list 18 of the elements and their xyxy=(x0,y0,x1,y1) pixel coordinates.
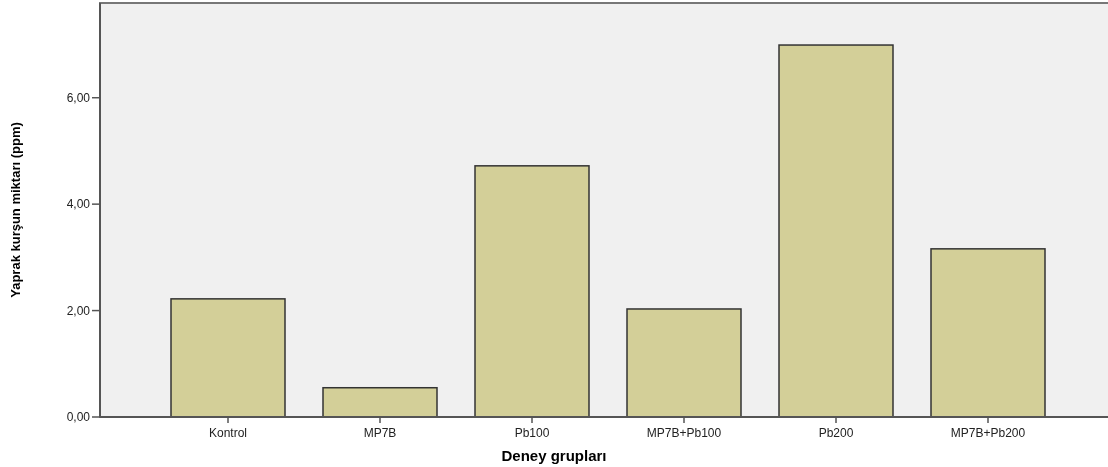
x-tick-label: MP7B+Pb200 xyxy=(950,426,1026,440)
y-tick-label: 4,00 xyxy=(66,197,91,212)
y-axis-title: Yaprak kurşun miktarı (ppm) xyxy=(8,122,23,298)
bar xyxy=(170,298,286,418)
x-tick-label: Kontrol xyxy=(208,426,248,440)
x-tick-label: Pb200 xyxy=(818,426,854,440)
y-tick-label: 2,00 xyxy=(66,303,91,318)
y-tick-label: 0,00 xyxy=(66,410,91,425)
bar xyxy=(778,44,894,418)
y-tick-label: 6,00 xyxy=(66,90,91,105)
x-tick-label: MP7B xyxy=(363,426,397,440)
x-tick-label: MP7B+Pb100 xyxy=(646,426,722,440)
bar xyxy=(626,308,742,418)
bar xyxy=(930,248,1046,418)
bar xyxy=(474,165,590,418)
bar xyxy=(322,386,438,418)
x-axis-title: Deney grupları xyxy=(501,447,607,464)
x-tick-label: Pb100 xyxy=(514,426,550,440)
